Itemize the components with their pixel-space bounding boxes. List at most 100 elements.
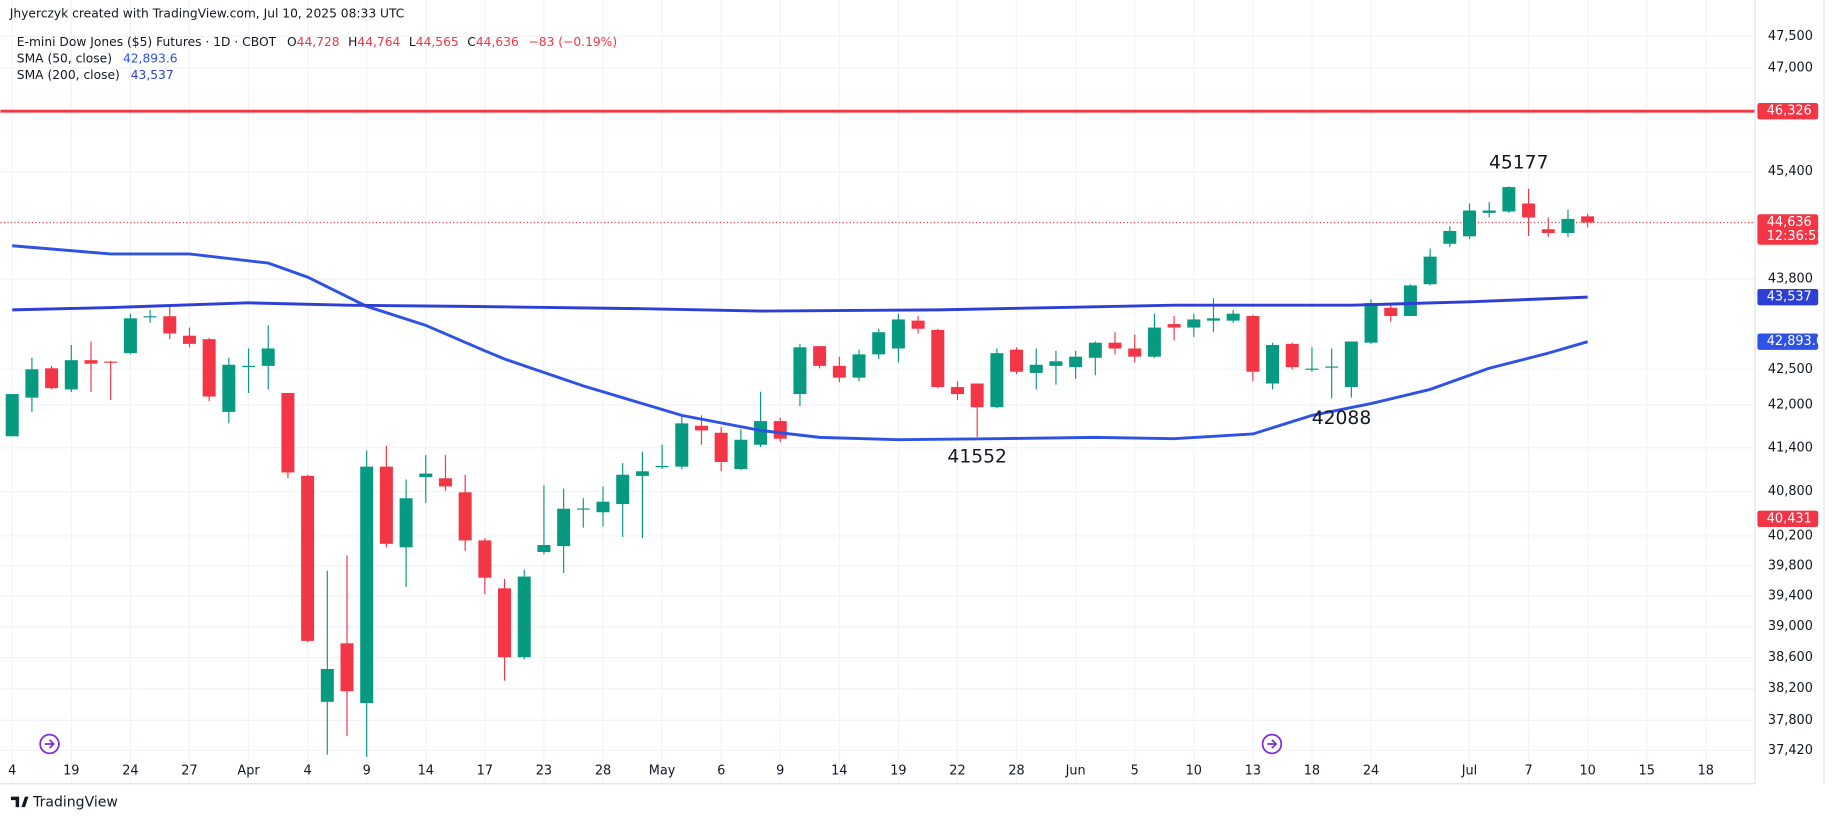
candle-body <box>1403 285 1417 316</box>
candle-body <box>360 466 374 704</box>
annotation: 41552 <box>947 446 1006 467</box>
candle-body <box>1581 216 1595 223</box>
y-tick-label: 39,000 <box>1768 619 1813 634</box>
candle-body <box>990 353 1004 408</box>
x-tick-label: Jul <box>1461 763 1478 778</box>
candle-body <box>1344 341 1358 388</box>
legend-sma50: SMA (50, close) 42,893.6 <box>17 51 178 65</box>
price-label-box <box>1757 288 1819 306</box>
sma-line <box>12 244 1589 442</box>
x-tick-label: May <box>649 763 676 778</box>
candle-body <box>438 478 452 487</box>
y-tick-label: 41,400 <box>1768 440 1813 455</box>
candle-body <box>1226 313 1240 321</box>
open: 44,728 <box>297 35 340 49</box>
candle-body <box>1285 343 1299 368</box>
candle-body <box>1305 368 1319 370</box>
candle-body <box>557 508 571 547</box>
candle-body <box>202 339 216 397</box>
annotation: 45177 <box>1489 153 1549 174</box>
price-label-box <box>1757 333 1819 350</box>
price-label-box <box>1757 214 1819 245</box>
candle-body <box>1541 229 1555 233</box>
candle-body <box>694 425 708 431</box>
annotation: 42088 <box>1312 408 1372 429</box>
axes: 47,500 47,000 45,400 43,800 42,500 42,000 41,4… <box>8 29 1824 779</box>
y-tick-label: 39,400 <box>1768 589 1813 604</box>
sma200-name: SMA (200, close) <box>17 67 120 81</box>
candle-body <box>281 392 295 473</box>
x-tick-label: 18 <box>1304 763 1320 778</box>
y-tick-label: 40,800 <box>1768 484 1813 499</box>
candle-body <box>537 545 551 552</box>
candle-body <box>655 465 669 468</box>
candle-body <box>1108 342 1122 349</box>
x-tick-label: Apr <box>237 763 260 778</box>
candle-body <box>1384 307 1398 316</box>
candle-body <box>1246 315 1260 372</box>
candle-body <box>832 365 846 378</box>
price-label: 43,537 <box>1767 290 1812 305</box>
candle-body <box>872 332 886 355</box>
brand-name: TradingView <box>32 794 118 810</box>
candle-body <box>64 360 78 390</box>
y-tick-label: 37,800 <box>1768 713 1813 728</box>
x-tick-label: 24 <box>122 763 138 778</box>
candle-body <box>616 474 630 505</box>
candle-body <box>25 369 39 398</box>
candle-body <box>84 360 98 364</box>
x-tick-label: 13 <box>1245 763 1261 778</box>
brand[interactable]: TradingView <box>10 794 118 810</box>
event-icon[interactable] <box>1261 733 1283 755</box>
candle-body <box>793 347 807 395</box>
x-tick-label: 9 <box>363 763 371 778</box>
x-tick-label: 17 <box>477 763 493 778</box>
event-icon[interactable] <box>39 733 60 755</box>
candle-body <box>517 576 531 658</box>
watermark: Jhyerczyk created with TradingView.com, … <box>9 7 405 21</box>
y-tick-label: 47,000 <box>1768 60 1813 75</box>
x-tick-label: 7 <box>1524 763 1532 778</box>
countdown: 12:36:51 <box>1767 229 1825 244</box>
x-tick-label: 14 <box>831 763 847 778</box>
candle-body <box>576 508 590 510</box>
candle-body <box>1364 303 1378 343</box>
x-tick-label: 18 <box>1698 763 1714 778</box>
change: −83 (−0.19%) <box>529 35 618 49</box>
candle-body <box>1266 344 1280 384</box>
candle-body <box>1325 366 1339 368</box>
legend-sma200: SMA (200, close) 43,537 <box>17 67 174 81</box>
low: 44,565 <box>416 35 459 49</box>
x-tick-label: 24 <box>1363 763 1379 778</box>
x-tick-label: 28 <box>1008 763 1024 778</box>
candle-body <box>1088 342 1102 358</box>
candle-body <box>498 588 512 658</box>
candle-body <box>182 335 196 344</box>
candle-body <box>399 498 413 548</box>
candle-body <box>1128 348 1142 357</box>
candle-body <box>970 383 984 408</box>
candle-body <box>891 319 905 349</box>
y-tick-label: 47,500 <box>1768 29 1813 44</box>
price-label: 42,893.6 <box>1767 334 1824 349</box>
sma200-value: 43,537 <box>131 67 174 81</box>
candle-body <box>675 423 689 467</box>
x-tick-label: 4 <box>8 763 16 778</box>
candle-body <box>950 387 964 395</box>
y-tick-label: 37,420 <box>1768 743 1813 758</box>
candle-body <box>1482 210 1496 213</box>
x-tick-label: 6 <box>717 763 725 778</box>
plot: 45177 41552 42088 <box>0 109 1756 757</box>
price-label: 46,326 <box>1767 104 1812 119</box>
x-tick-label: 28 <box>595 763 611 778</box>
candle-body <box>813 346 827 366</box>
candle-body <box>773 421 787 439</box>
price-label: 44,636 <box>1767 215 1812 230</box>
x-tick-label: 23 <box>536 763 552 778</box>
candle-body <box>1561 218 1575 233</box>
candle-body <box>911 320 925 329</box>
x-tick-label: 14 <box>418 763 434 778</box>
sma50-name: SMA (50, close) <box>17 51 112 65</box>
